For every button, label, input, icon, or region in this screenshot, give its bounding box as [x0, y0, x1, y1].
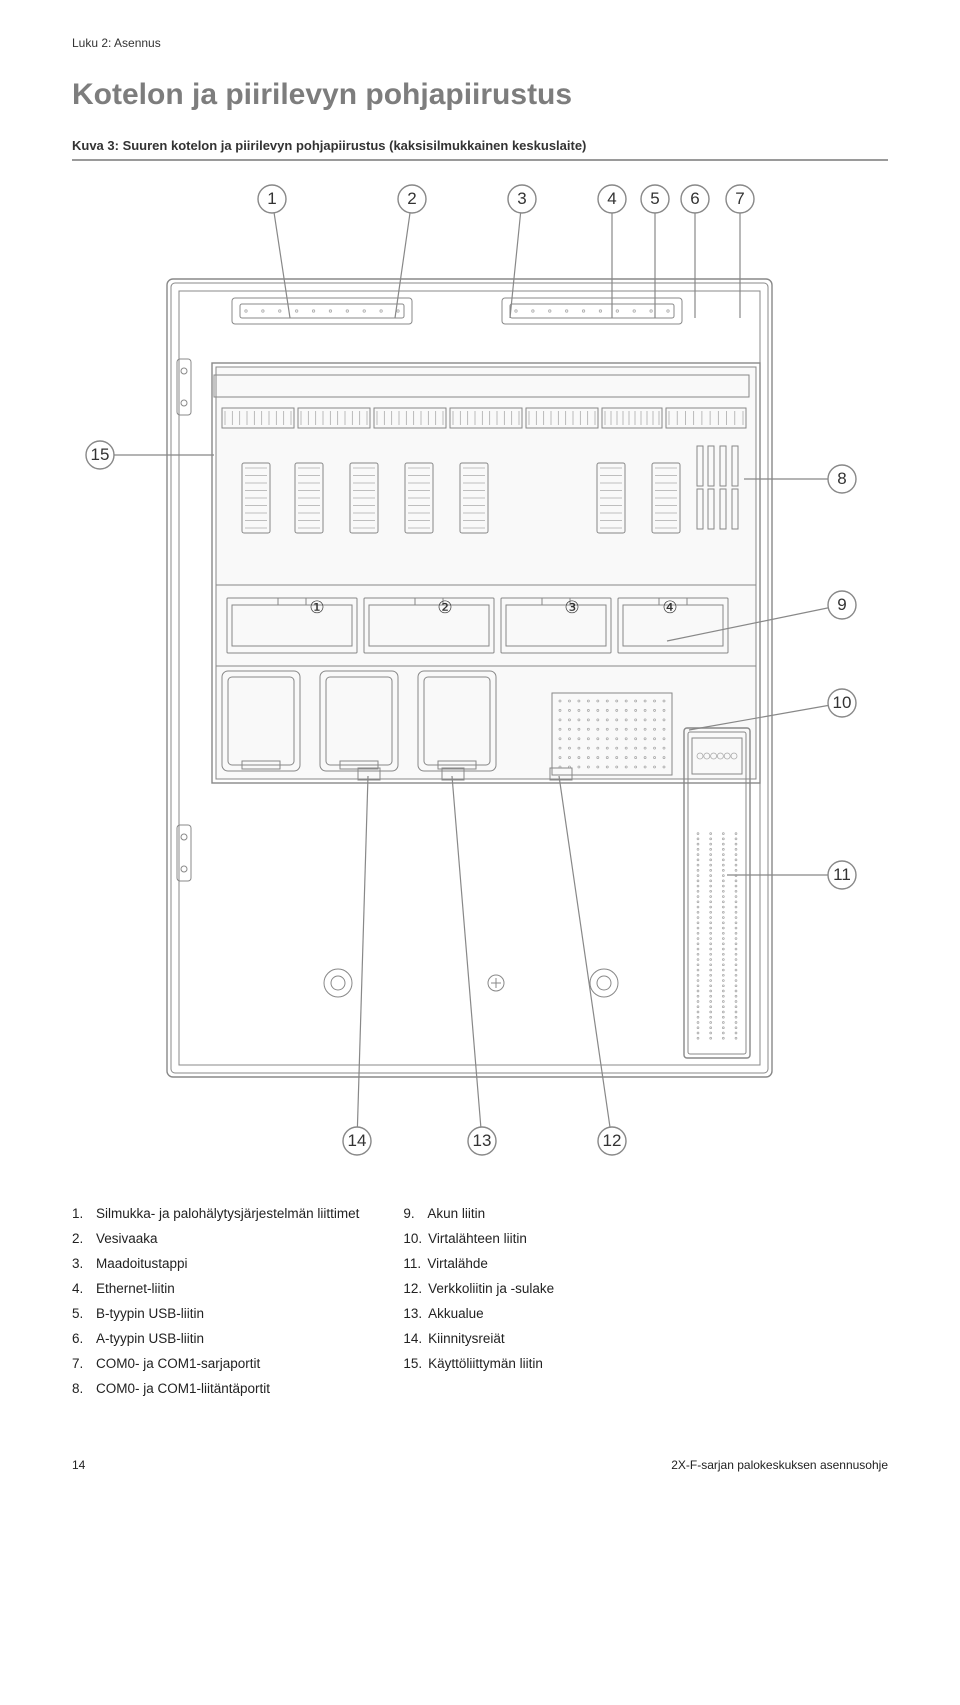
legend-item-text: Maadoitustappi — [96, 1252, 188, 1277]
legend-item-text: Kiinnitysreiät — [428, 1327, 505, 1352]
legend-item-number: 1. — [72, 1202, 90, 1227]
legend-item: 15. Käyttöliittymän liitin — [403, 1352, 554, 1377]
chapter-header: Luku 2: Asennus — [72, 36, 888, 50]
legend: 1.Silmukka- ja palohälytysjärjestelmän l… — [72, 1202, 888, 1402]
legend-item-text: A-tyypin USB-liitin — [96, 1327, 204, 1352]
legend-item-number: 9. — [403, 1202, 421, 1227]
svg-text:10: 10 — [833, 693, 852, 712]
legend-item: 9.Akun liitin — [403, 1202, 554, 1227]
legend-item-text: Akun liitin — [427, 1202, 485, 1227]
svg-text:3: 3 — [517, 189, 526, 208]
legend-item: 13. Akkualue — [403, 1302, 554, 1327]
svg-text:8: 8 — [837, 469, 846, 488]
legend-item-text: COM0- ja COM1-liitäntäportit — [96, 1377, 270, 1402]
legend-item: 5.B-tyypin USB-liitin — [72, 1302, 359, 1327]
legend-item-text: Verkkoliitin ja -sulake — [428, 1277, 554, 1302]
legend-item: 2.Vesivaaka — [72, 1227, 359, 1252]
svg-text:6: 6 — [690, 189, 699, 208]
legend-item-number: 5. — [72, 1302, 90, 1327]
svg-text:②: ② — [437, 598, 452, 617]
legend-item: 3.Maadoitustappi — [72, 1252, 359, 1277]
footer-doc-title: 2X-F-sarjan palokeskuksen asennusohje — [671, 1458, 888, 1472]
legend-item-number: 4. — [72, 1277, 90, 1302]
legend-item: 6.A-tyypin USB-liitin — [72, 1327, 359, 1352]
legend-item: 8.COM0- ja COM1-liitäntäportit — [72, 1377, 359, 1402]
legend-item-number: 8. — [72, 1377, 90, 1402]
legend-item-number: 2. — [72, 1227, 90, 1252]
figure-caption: Kuva 3: Suuren kotelon ja piirilevyn poh… — [72, 138, 888, 161]
page-title: Kotelon ja piirilevyn pohjapiirustus — [72, 78, 888, 112]
svg-text:14: 14 — [348, 1131, 367, 1150]
legend-col-left: 1.Silmukka- ja palohälytysjärjestelmän l… — [72, 1202, 359, 1402]
legend-item: 14. Kiinnitysreiät — [403, 1327, 554, 1352]
svg-text:9: 9 — [837, 595, 846, 614]
diagram-container: ①②③④123456789101112131415 — [72, 173, 888, 1178]
svg-text:15: 15 — [91, 445, 110, 464]
svg-text:12: 12 — [603, 1131, 622, 1150]
svg-text:③: ③ — [564, 598, 579, 617]
svg-text:11: 11 — [833, 865, 851, 884]
pcb-diagram: ①②③④123456789101112131415 — [72, 173, 862, 1178]
svg-text:④: ④ — [662, 598, 677, 617]
legend-item-text: Virtalähteen liitin — [428, 1227, 527, 1252]
legend-item-text: Virtalähde — [427, 1252, 488, 1277]
legend-item-number: 3. — [72, 1252, 90, 1277]
legend-item: 11. Virtalähde — [403, 1252, 554, 1277]
legend-item-number: 14. — [403, 1327, 422, 1352]
legend-item: 1.Silmukka- ja palohälytysjärjestelmän l… — [72, 1202, 359, 1227]
legend-item-text: COM0- ja COM1-sarjaportit — [96, 1352, 260, 1377]
legend-item-text: Käyttöliittymän liitin — [428, 1352, 543, 1377]
svg-text:13: 13 — [473, 1131, 492, 1150]
legend-col-right: 9.Akun liitin10.Virtalähteen liitin11.Vi… — [403, 1202, 554, 1402]
svg-text:4: 4 — [607, 189, 616, 208]
svg-text:5: 5 — [650, 189, 659, 208]
legend-item-text: Akkualue — [428, 1302, 484, 1327]
legend-item-text: Vesivaaka — [96, 1227, 158, 1252]
svg-text:①: ① — [309, 598, 324, 617]
legend-item-text: B-tyypin USB-liitin — [96, 1302, 204, 1327]
footer: 14 2X-F-sarjan palokeskuksen asennusohje — [72, 1458, 888, 1472]
legend-item-number: 7. — [72, 1352, 90, 1377]
legend-item-number: 11. — [403, 1252, 421, 1277]
legend-item-number: 6. — [72, 1327, 90, 1352]
legend-item-text: Silmukka- ja palohälytysjärjestelmän lii… — [96, 1202, 359, 1227]
legend-item: 7.COM0- ja COM1-sarjaportit — [72, 1352, 359, 1377]
svg-text:2: 2 — [407, 189, 416, 208]
legend-item: 10. Virtalähteen liitin — [403, 1227, 554, 1252]
legend-item-number: 12. — [403, 1277, 422, 1302]
legend-item-number: 15. — [403, 1352, 422, 1377]
page-number: 14 — [72, 1458, 85, 1472]
svg-text:1: 1 — [267, 189, 276, 208]
svg-text:7: 7 — [735, 189, 744, 208]
legend-item: 12. Verkkoliitin ja -sulake — [403, 1277, 554, 1302]
legend-item-number: 13. — [403, 1302, 422, 1327]
legend-item: 4.Ethernet-liitin — [72, 1277, 359, 1302]
legend-item-text: Ethernet-liitin — [96, 1277, 175, 1302]
legend-item-number: 10. — [403, 1227, 422, 1252]
